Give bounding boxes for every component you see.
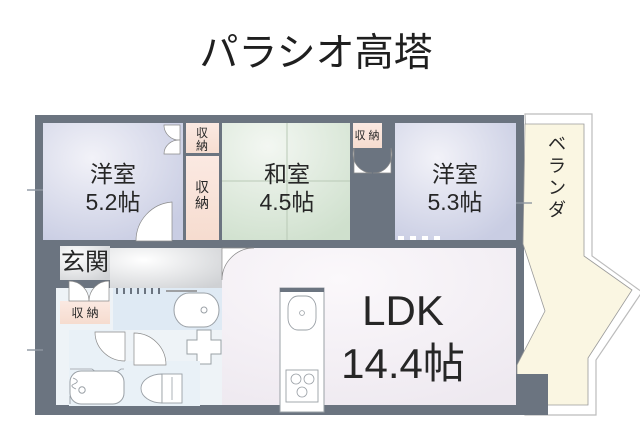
svg-text:4.5帖: 4.5帖 (260, 189, 315, 215)
svg-text:ベ: ベ (548, 134, 566, 154)
svg-text:洋室: 洋室 (90, 161, 136, 187)
svg-text:ダ: ダ (548, 200, 566, 220)
svg-text:5.3帖: 5.3帖 (428, 189, 483, 215)
svg-text:14.4帖: 14.4帖 (341, 340, 465, 387)
svg-text:ラ: ラ (548, 156, 566, 176)
svg-text:収 納: 収 納 (71, 306, 98, 320)
svg-text:パラシオ高塔: パラシオ高塔 (199, 32, 432, 75)
svg-text:納: 納 (195, 195, 209, 211)
svg-text:ン: ン (548, 178, 566, 198)
svg-text:玄関: 玄関 (61, 249, 109, 276)
svg-text:収: 収 (196, 126, 208, 140)
svg-text:納: 納 (196, 139, 208, 153)
svg-text:収 納: 収 納 (354, 129, 379, 142)
svg-text:収: 収 (195, 179, 209, 195)
svg-text:5.2帖: 5.2帖 (86, 189, 141, 215)
svg-text:洋室: 洋室 (432, 161, 478, 187)
svg-text:和室: 和室 (264, 161, 310, 187)
svg-text:LDK: LDK (362, 287, 444, 334)
